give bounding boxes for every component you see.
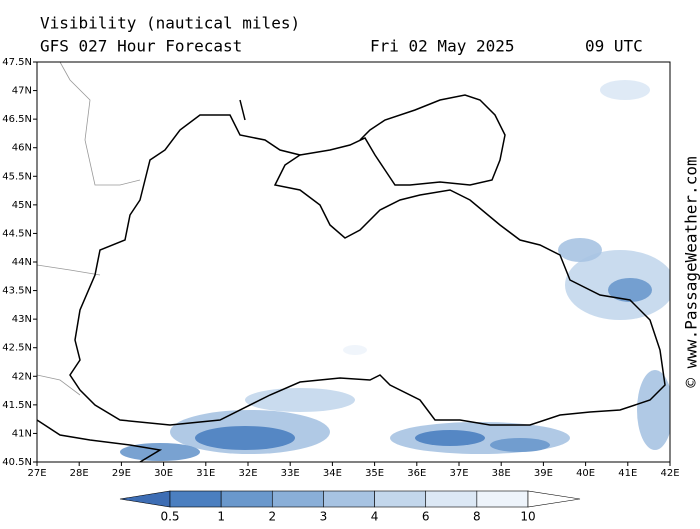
lon-label: 28E: [70, 468, 89, 479]
colorbar-segment: [477, 491, 528, 507]
lon-label: 32E: [238, 468, 257, 479]
lat-label: 43N: [12, 314, 32, 325]
lat-label: 45N: [12, 200, 32, 211]
lon-label: 38E: [492, 468, 511, 479]
colorbar-label: 1: [217, 510, 225, 524]
colorbar-segment: [272, 491, 323, 507]
colorbar-label: 2: [268, 510, 276, 524]
time: 09 UTC: [585, 37, 643, 56]
lon-label: 41E: [618, 468, 637, 479]
lon-label: 37E: [449, 468, 468, 479]
lon-label: 29E: [112, 468, 131, 479]
lat-label: 46.5N: [2, 114, 32, 125]
lon-label: 36E: [407, 468, 426, 479]
colorbar-low: [120, 491, 170, 507]
colorbar-label: 10: [520, 510, 535, 524]
watermark: © www.PassageWeather.com: [682, 156, 700, 387]
colorbar-segment: [221, 491, 272, 507]
lat-label: 44N: [12, 257, 32, 268]
lon-label: 33E: [281, 468, 300, 479]
colorbar-label: 6: [422, 510, 430, 524]
lat-label: 42.5N: [2, 343, 32, 354]
colorbar-segment: [375, 491, 426, 507]
lon-label: 27E: [27, 468, 46, 479]
colorbar-label: 0.5: [160, 510, 179, 524]
colorbar: 0.5 1 2 3 4 6 8 10: [120, 491, 580, 524]
lon-label: 34E: [323, 468, 342, 479]
lon-label: 35E: [365, 468, 384, 479]
colorbar-high: [528, 491, 580, 507]
colorbar-segment: [170, 491, 221, 507]
lat-label: 47N: [12, 86, 32, 97]
lat-label: 41.5N: [2, 400, 32, 411]
lon-label: 31E: [196, 468, 215, 479]
colorbar-label: 8: [473, 510, 481, 524]
colorbar-label: 3: [320, 510, 328, 524]
lat-label: 43.5N: [2, 286, 32, 297]
lat-label: 41N: [12, 428, 32, 439]
lon-label: 40E: [576, 468, 595, 479]
borders: [37, 62, 140, 395]
lon-label: 42E: [660, 468, 679, 479]
lat-label: 40.5N: [2, 457, 32, 468]
date: Fri 02 May 2025: [370, 37, 515, 56]
title: Visibility (nautical miles): [40, 14, 300, 33]
model: GFS 027 Hour Forecast: [40, 37, 242, 56]
lat-label: 45.5N: [2, 171, 32, 182]
map-area: [37, 62, 675, 462]
lat-label: 46N: [12, 143, 32, 154]
colorbar-segment: [426, 491, 477, 507]
lat-label: 44.5N: [2, 228, 32, 239]
visibility-shading: [120, 80, 675, 461]
lon-label: 39E: [534, 468, 553, 479]
lat-label: 42N: [12, 371, 32, 382]
colorbar-segment: [323, 491, 374, 507]
colorbar-label: 4: [371, 510, 379, 524]
lat-label: 47.5N: [2, 57, 32, 68]
lon-label: 30E: [154, 468, 173, 479]
